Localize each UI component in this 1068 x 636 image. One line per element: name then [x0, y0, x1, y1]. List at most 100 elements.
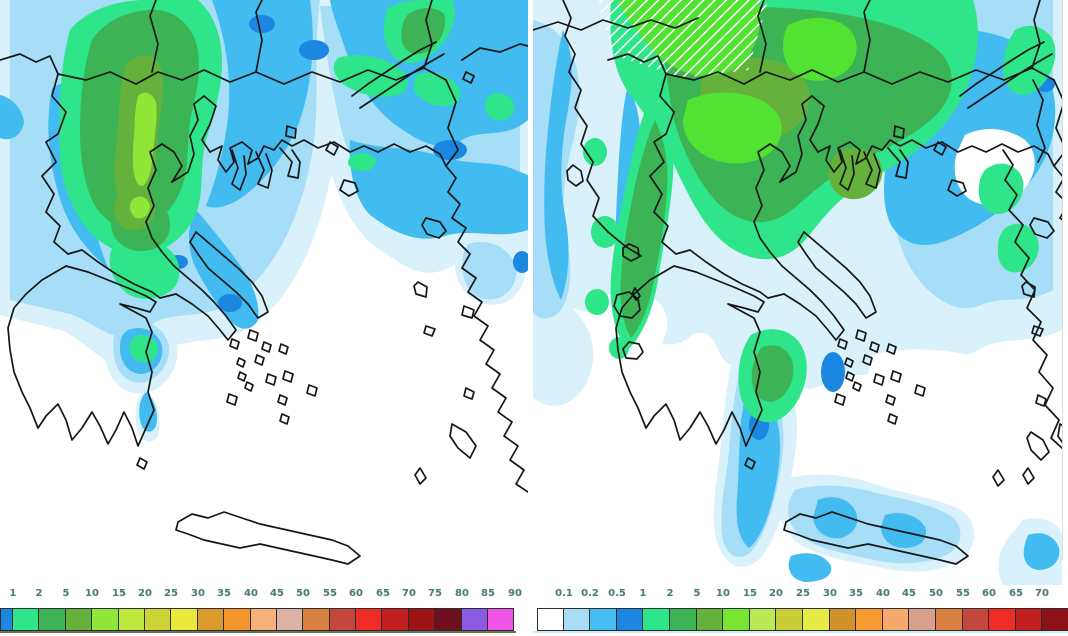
legend-cell — [537, 608, 564, 631]
legend-cell — [856, 608, 883, 631]
map-panel-right: 0.1 0.2 0.5 1 2 5 10 15 20 25 30 35 40 4… — [533, 0, 1068, 636]
precip-area-lime — [783, 17, 857, 81]
precip-area-moderate — [139, 392, 157, 432]
legend-tick: 70 — [402, 588, 416, 599]
legend-tick: 40 — [244, 588, 258, 599]
precip-area-moderate — [1023, 533, 1060, 570]
legend-tick: 60 — [982, 588, 996, 599]
legend-tick: 35 — [849, 588, 863, 599]
hatched-overlay — [598, 0, 768, 78]
legend-cell — [435, 608, 462, 631]
legend-tick: 55 — [323, 588, 337, 599]
legend-tick: 0.2 — [581, 588, 599, 599]
legend-cell — [408, 608, 436, 631]
legend-cell — [276, 608, 304, 631]
precip-area-heavy — [299, 40, 329, 60]
legend-tick: 55 — [956, 588, 970, 599]
precip-area-green — [585, 289, 609, 315]
legend-tick: 40 — [876, 588, 890, 599]
precip-area-heavy — [821, 352, 845, 392]
precipitation-map-right — [533, 0, 1062, 585]
legend-cell — [962, 608, 990, 631]
legend-right-colorbar — [537, 608, 1068, 631]
legend-tick: 25 — [164, 588, 178, 599]
legend-tick: 2 — [35, 588, 43, 599]
precip-area-moderate — [0, 95, 24, 140]
legend-tick: 1 — [639, 588, 647, 599]
precip-area-light — [788, 485, 961, 564]
legend-cell — [250, 608, 277, 631]
precip-area-heavy — [249, 15, 275, 33]
precip-area-moderate — [813, 497, 858, 539]
coastlines-west-extra — [533, 0, 1062, 487]
legend-cell — [224, 608, 251, 631]
precip-area-lime — [683, 92, 782, 164]
legend-cell — [13, 608, 40, 631]
legend-tick: 70 — [1035, 588, 1049, 599]
precip-area-green — [591, 216, 619, 248]
legend-right-ticks: 0.1 0.2 0.5 1 2 5 10 15 20 25 30 35 40 4… — [533, 588, 1068, 606]
legend-right: 0.1 0.2 0.5 1 2 5 10 15 20 25 30 35 40 4… — [533, 586, 1068, 636]
precip-area-heavy — [433, 140, 467, 160]
precip-area-moderate — [349, 140, 528, 239]
legend-cell — [882, 608, 910, 631]
legend-cell — [643, 608, 670, 631]
legend-cell — [65, 608, 93, 631]
legend-tick: 2 — [666, 588, 674, 599]
precip-area-green — [583, 138, 607, 166]
legend-cell — [909, 608, 936, 631]
legend-cell — [989, 608, 1016, 631]
legend-cell — [749, 608, 777, 631]
legend-tick: 65 — [1009, 588, 1023, 599]
precip-area-moderate — [544, 30, 572, 300]
legend-tick: 15 — [743, 588, 757, 599]
precip-area-chartreuse — [129, 196, 150, 219]
legend-tick: 1 — [9, 588, 17, 599]
precip-area-light — [462, 242, 517, 300]
legend-cell — [0, 608, 13, 631]
legend-tick: 90 — [508, 588, 522, 599]
panel-edge-line — [1062, 0, 1063, 560]
legend-tick: 35 — [217, 588, 231, 599]
legend-tick: 30 — [823, 588, 837, 599]
legend-cell — [935, 608, 963, 631]
legend-cell — [829, 608, 857, 631]
legend-cell — [1042, 608, 1068, 631]
precip-area-green — [414, 72, 461, 107]
precip-area-moderate — [189, 210, 259, 329]
legend-tick: 65 — [376, 588, 390, 599]
legend-cell — [461, 608, 489, 631]
legend-tick: 25 — [796, 588, 810, 599]
legend-tick: 0.5 — [608, 588, 626, 599]
precipitation-map-left — [0, 0, 528, 565]
legend-cell — [802, 608, 830, 631]
legend-cell — [118, 608, 145, 631]
legend-tick: 45 — [270, 588, 284, 599]
legend-tick: 45 — [902, 588, 916, 599]
legend-cell — [197, 608, 225, 631]
legend-cell — [329, 608, 357, 631]
legend-cell — [563, 608, 591, 631]
legend-left-colorbar — [0, 608, 515, 631]
coastlines-and-borders — [0, 0, 528, 565]
precip-area-chartreuse — [132, 92, 157, 186]
legend-shadow-line — [533, 631, 1068, 633]
legend-tick: 60 — [349, 588, 363, 599]
legend-tick: 10 — [716, 588, 730, 599]
map-panel-left: 1 2 5 10 15 20 25 30 35 40 45 50 55 60 6… — [0, 0, 528, 636]
legend-left: 1 2 5 10 15 20 25 30 35 40 45 50 55 60 6… — [0, 586, 528, 636]
precip-area-heavy — [218, 294, 242, 312]
legend-tick: 85 — [481, 588, 495, 599]
legend-tick: 50 — [929, 588, 943, 599]
legend-cell — [669, 608, 697, 631]
legend-tick: 20 — [769, 588, 783, 599]
legend-tick: 30 — [191, 588, 205, 599]
precip-area-green-core — [620, 120, 668, 338]
legend-cell — [171, 608, 198, 631]
legend-tick: 0.1 — [555, 588, 573, 599]
precip-area-green — [333, 55, 408, 97]
legend-cell — [488, 608, 515, 631]
legend-cell — [144, 608, 172, 631]
legend-cell — [39, 608, 66, 631]
precip-area-moderate — [788, 553, 832, 582]
